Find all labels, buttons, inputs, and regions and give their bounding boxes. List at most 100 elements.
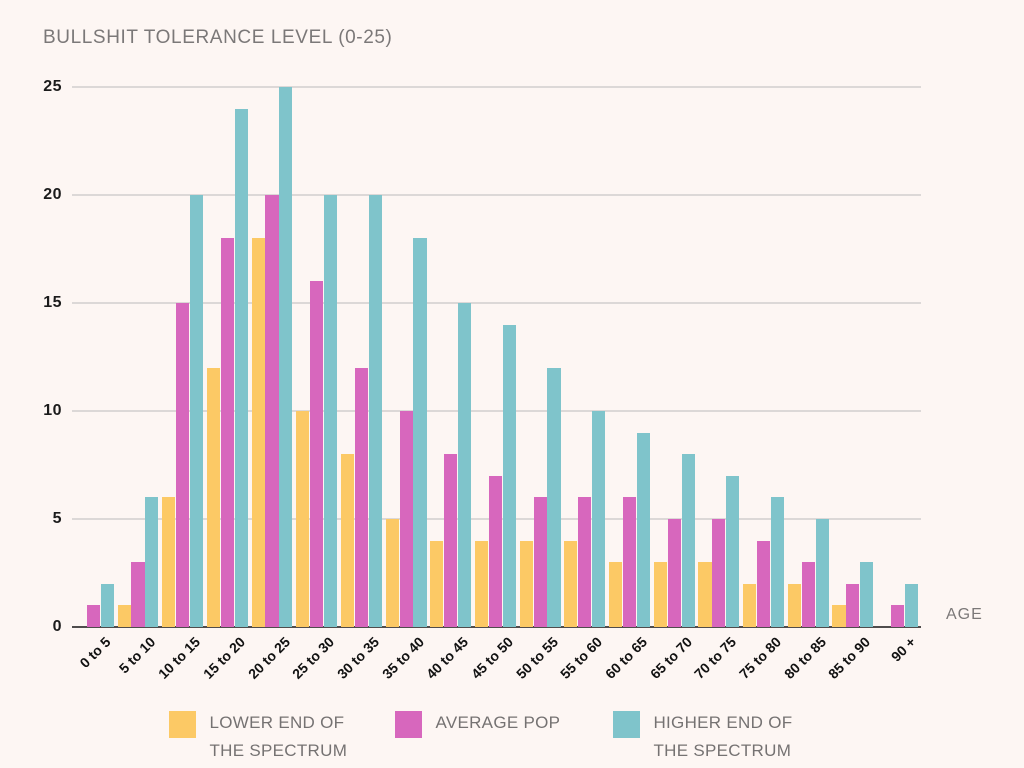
bar: [667, 519, 681, 627]
x-category-label: 85 to 90: [825, 633, 874, 682]
bar: [475, 540, 489, 627]
bar: [698, 562, 712, 627]
x-category-label: 75 to 80: [736, 633, 785, 682]
legend-item-average-pop: AVERAGE POP: [395, 711, 560, 738]
x-category-label: 10 to 15: [155, 633, 204, 682]
bar: [770, 497, 785, 627]
bar: [653, 562, 667, 627]
legend-label-line: THE SPECTRUM: [209, 741, 348, 760]
x-category-label: 65 to 70: [646, 633, 695, 682]
legend-item-lower-end: LOWER END OF THE SPECTRUM: [169, 711, 347, 765]
bar: [815, 519, 829, 627]
x-category-label: 15 to 20: [199, 633, 249, 682]
bar: [310, 281, 324, 627]
bar: [488, 475, 503, 627]
bar: [354, 367, 368, 627]
bar: [832, 605, 846, 627]
bar: [726, 475, 740, 627]
bar: [757, 540, 771, 627]
bar: [743, 583, 757, 627]
bar: [502, 324, 516, 627]
bar: [860, 562, 874, 627]
bar: [145, 497, 159, 627]
legend-label-lower-end: LOWER END OF THE SPECTRUM: [209, 709, 347, 765]
y-tick-label: 5: [52, 510, 62, 527]
y-tick-label: 0: [52, 618, 62, 635]
bar: [86, 605, 100, 627]
bar: [444, 454, 458, 627]
x-category-label: 40 to 45: [423, 633, 472, 682]
x-axis-title: AGE: [946, 606, 983, 623]
x-category-label: 55 to 60: [557, 633, 606, 682]
legend-label-line: THE SPECTRUM: [653, 741, 792, 760]
bar: [385, 519, 399, 627]
x-category-label: 50 to 55: [512, 633, 561, 682]
bar: [117, 605, 131, 627]
bar: [458, 303, 472, 627]
bar: [846, 583, 860, 627]
legend-label-line: HIGHER END OF: [653, 713, 793, 732]
bar: [234, 108, 248, 627]
bar: [131, 562, 145, 627]
bar: [430, 540, 444, 627]
bar: [413, 238, 427, 627]
bar: [296, 411, 310, 627]
chart-title: BULLSHIT TOLERANCE LEVEL (0-25): [43, 27, 393, 48]
x-category-label: 80 to 85: [780, 633, 829, 682]
bar: [279, 87, 293, 627]
bar: [904, 583, 919, 627]
bar: [681, 454, 695, 627]
bar: [609, 562, 623, 627]
bar: [100, 583, 114, 627]
bar: [592, 411, 606, 627]
bar: [368, 195, 382, 627]
x-category-label: 30 to 35: [333, 633, 383, 682]
bar: [176, 303, 190, 627]
x-category-label: 5 to 10: [116, 633, 159, 677]
bar: [547, 367, 561, 627]
bar: [399, 411, 413, 627]
x-category-label: 45 to 50: [468, 633, 517, 682]
x-category-label: 90 +: [887, 633, 919, 665]
bar: [712, 519, 726, 627]
bar: [340, 454, 355, 627]
gridline: [72, 86, 921, 88]
bar: [891, 605, 905, 627]
legend-label-line: AVERAGE POP: [435, 713, 561, 732]
bar: [801, 562, 815, 627]
bar: [533, 497, 547, 627]
x-category-label: 20 to 25: [244, 633, 293, 682]
legend-swatch-lower-end: [169, 711, 196, 738]
y-tick-label: 10: [43, 402, 62, 419]
bar: [519, 540, 533, 627]
x-category-label: 60 to 65: [602, 633, 651, 682]
x-axis-line: [72, 626, 921, 628]
gridline: [72, 302, 921, 304]
bar: [636, 432, 650, 627]
y-tick-label: 20: [43, 186, 62, 203]
legend-swatch-higher-end: [613, 711, 640, 738]
bar: [578, 497, 592, 627]
bar: [564, 540, 578, 627]
gridline: [72, 410, 921, 412]
gridline: [72, 194, 921, 196]
legend-label-higher-end: HIGHER END OF THE SPECTRUM: [653, 709, 792, 765]
bar: [190, 195, 204, 627]
bar: [324, 195, 338, 627]
bar: [251, 238, 265, 627]
legend-swatch-average-pop: [395, 711, 422, 738]
bar: [265, 195, 279, 627]
x-category-label: 25 to 30: [289, 633, 338, 682]
legend-label-average-pop: AVERAGE POP: [435, 709, 560, 737]
bar: [622, 497, 637, 627]
legend-label-line: LOWER END OF: [209, 713, 345, 732]
y-tick-label: 15: [43, 294, 62, 311]
x-category-label: 0 to 5: [76, 633, 115, 671]
bar: [787, 583, 801, 627]
x-category-label: 35 to 40: [378, 633, 427, 682]
bar: [220, 238, 234, 627]
legend-item-higher-end: HIGHER END OF THE SPECTRUM: [613, 711, 792, 765]
y-tick-label: 25: [43, 78, 62, 95]
